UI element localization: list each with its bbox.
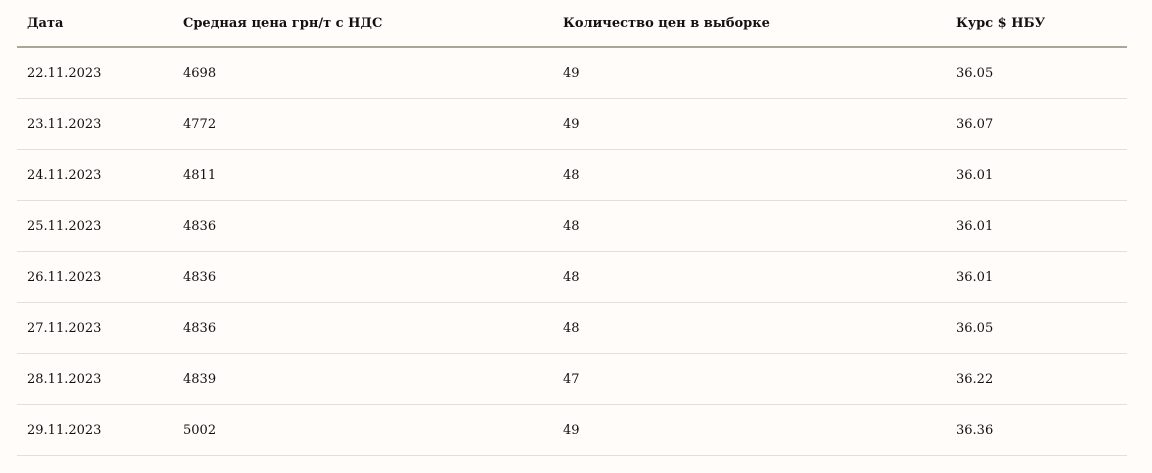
- table-row: 27.11.2023 4836 48 36.05: [17, 302, 1127, 354]
- cell-price-count: 48: [553, 149, 946, 201]
- cell-usd-rate: 36.01: [946, 200, 1127, 252]
- cell-date: 24.11.2023: [17, 149, 173, 201]
- table-row: 22.11.2023 4698 49 36.05: [17, 47, 1127, 99]
- cell-usd-rate: 36.01: [946, 251, 1127, 303]
- cell-usd-rate: 36.22: [946, 353, 1127, 405]
- cell-price-count: 47: [553, 353, 946, 405]
- cell-date: 23.11.2023: [17, 98, 173, 150]
- cell-usd-rate: 36.01: [946, 149, 1127, 201]
- header-avg-price: Средная цена грн/т с НДС: [173, 0, 553, 48]
- cell-date: 25.11.2023: [17, 200, 173, 252]
- cell-price-count: 48: [553, 302, 946, 354]
- table-row: 29.11.2023 5002 49 36.36: [17, 404, 1127, 456]
- cell-avg-price: 4839: [173, 353, 553, 405]
- table-row: 26.11.2023 4836 48 36.01: [17, 251, 1127, 303]
- header-price-count: Количество цен в выборке: [553, 0, 946, 48]
- table-row: 25.11.2023 4836 48 36.01: [17, 200, 1127, 252]
- header-date: Дата: [17, 0, 173, 48]
- cell-usd-rate: 36.36: [946, 404, 1127, 456]
- cell-date: 29.11.2023: [17, 404, 173, 456]
- price-table: Дата Средная цена грн/т с НДС Количество…: [17, 0, 1127, 456]
- cell-avg-price: 4772: [173, 98, 553, 150]
- cell-avg-price: 4836: [173, 200, 553, 252]
- cell-avg-price: 4698: [173, 47, 553, 99]
- cell-price-count: 49: [553, 47, 946, 99]
- cell-price-count: 48: [553, 200, 946, 252]
- cell-usd-rate: 36.05: [946, 47, 1127, 99]
- cell-date: 26.11.2023: [17, 251, 173, 303]
- cell-price-count: 49: [553, 98, 946, 150]
- cell-avg-price: 4811: [173, 149, 553, 201]
- cell-avg-price: 4836: [173, 302, 553, 354]
- cell-date: 28.11.2023: [17, 353, 173, 405]
- cell-price-count: 49: [553, 404, 946, 456]
- table-row: 28.11.2023 4839 47 36.22: [17, 353, 1127, 405]
- header-usd-rate: Курс $ НБУ: [946, 0, 1127, 48]
- table-row: 24.11.2023 4811 48 36.01: [17, 149, 1127, 201]
- cell-avg-price: 5002: [173, 404, 553, 456]
- cell-usd-rate: 36.05: [946, 302, 1127, 354]
- cell-usd-rate: 36.07: [946, 98, 1127, 150]
- table-row: 23.11.2023 4772 49 36.07: [17, 98, 1127, 150]
- cell-price-count: 48: [553, 251, 946, 303]
- table-header-row: Дата Средная цена грн/т с НДС Количество…: [17, 0, 1127, 48]
- cell-date: 27.11.2023: [17, 302, 173, 354]
- cell-avg-price: 4836: [173, 251, 553, 303]
- cell-date: 22.11.2023: [17, 47, 173, 99]
